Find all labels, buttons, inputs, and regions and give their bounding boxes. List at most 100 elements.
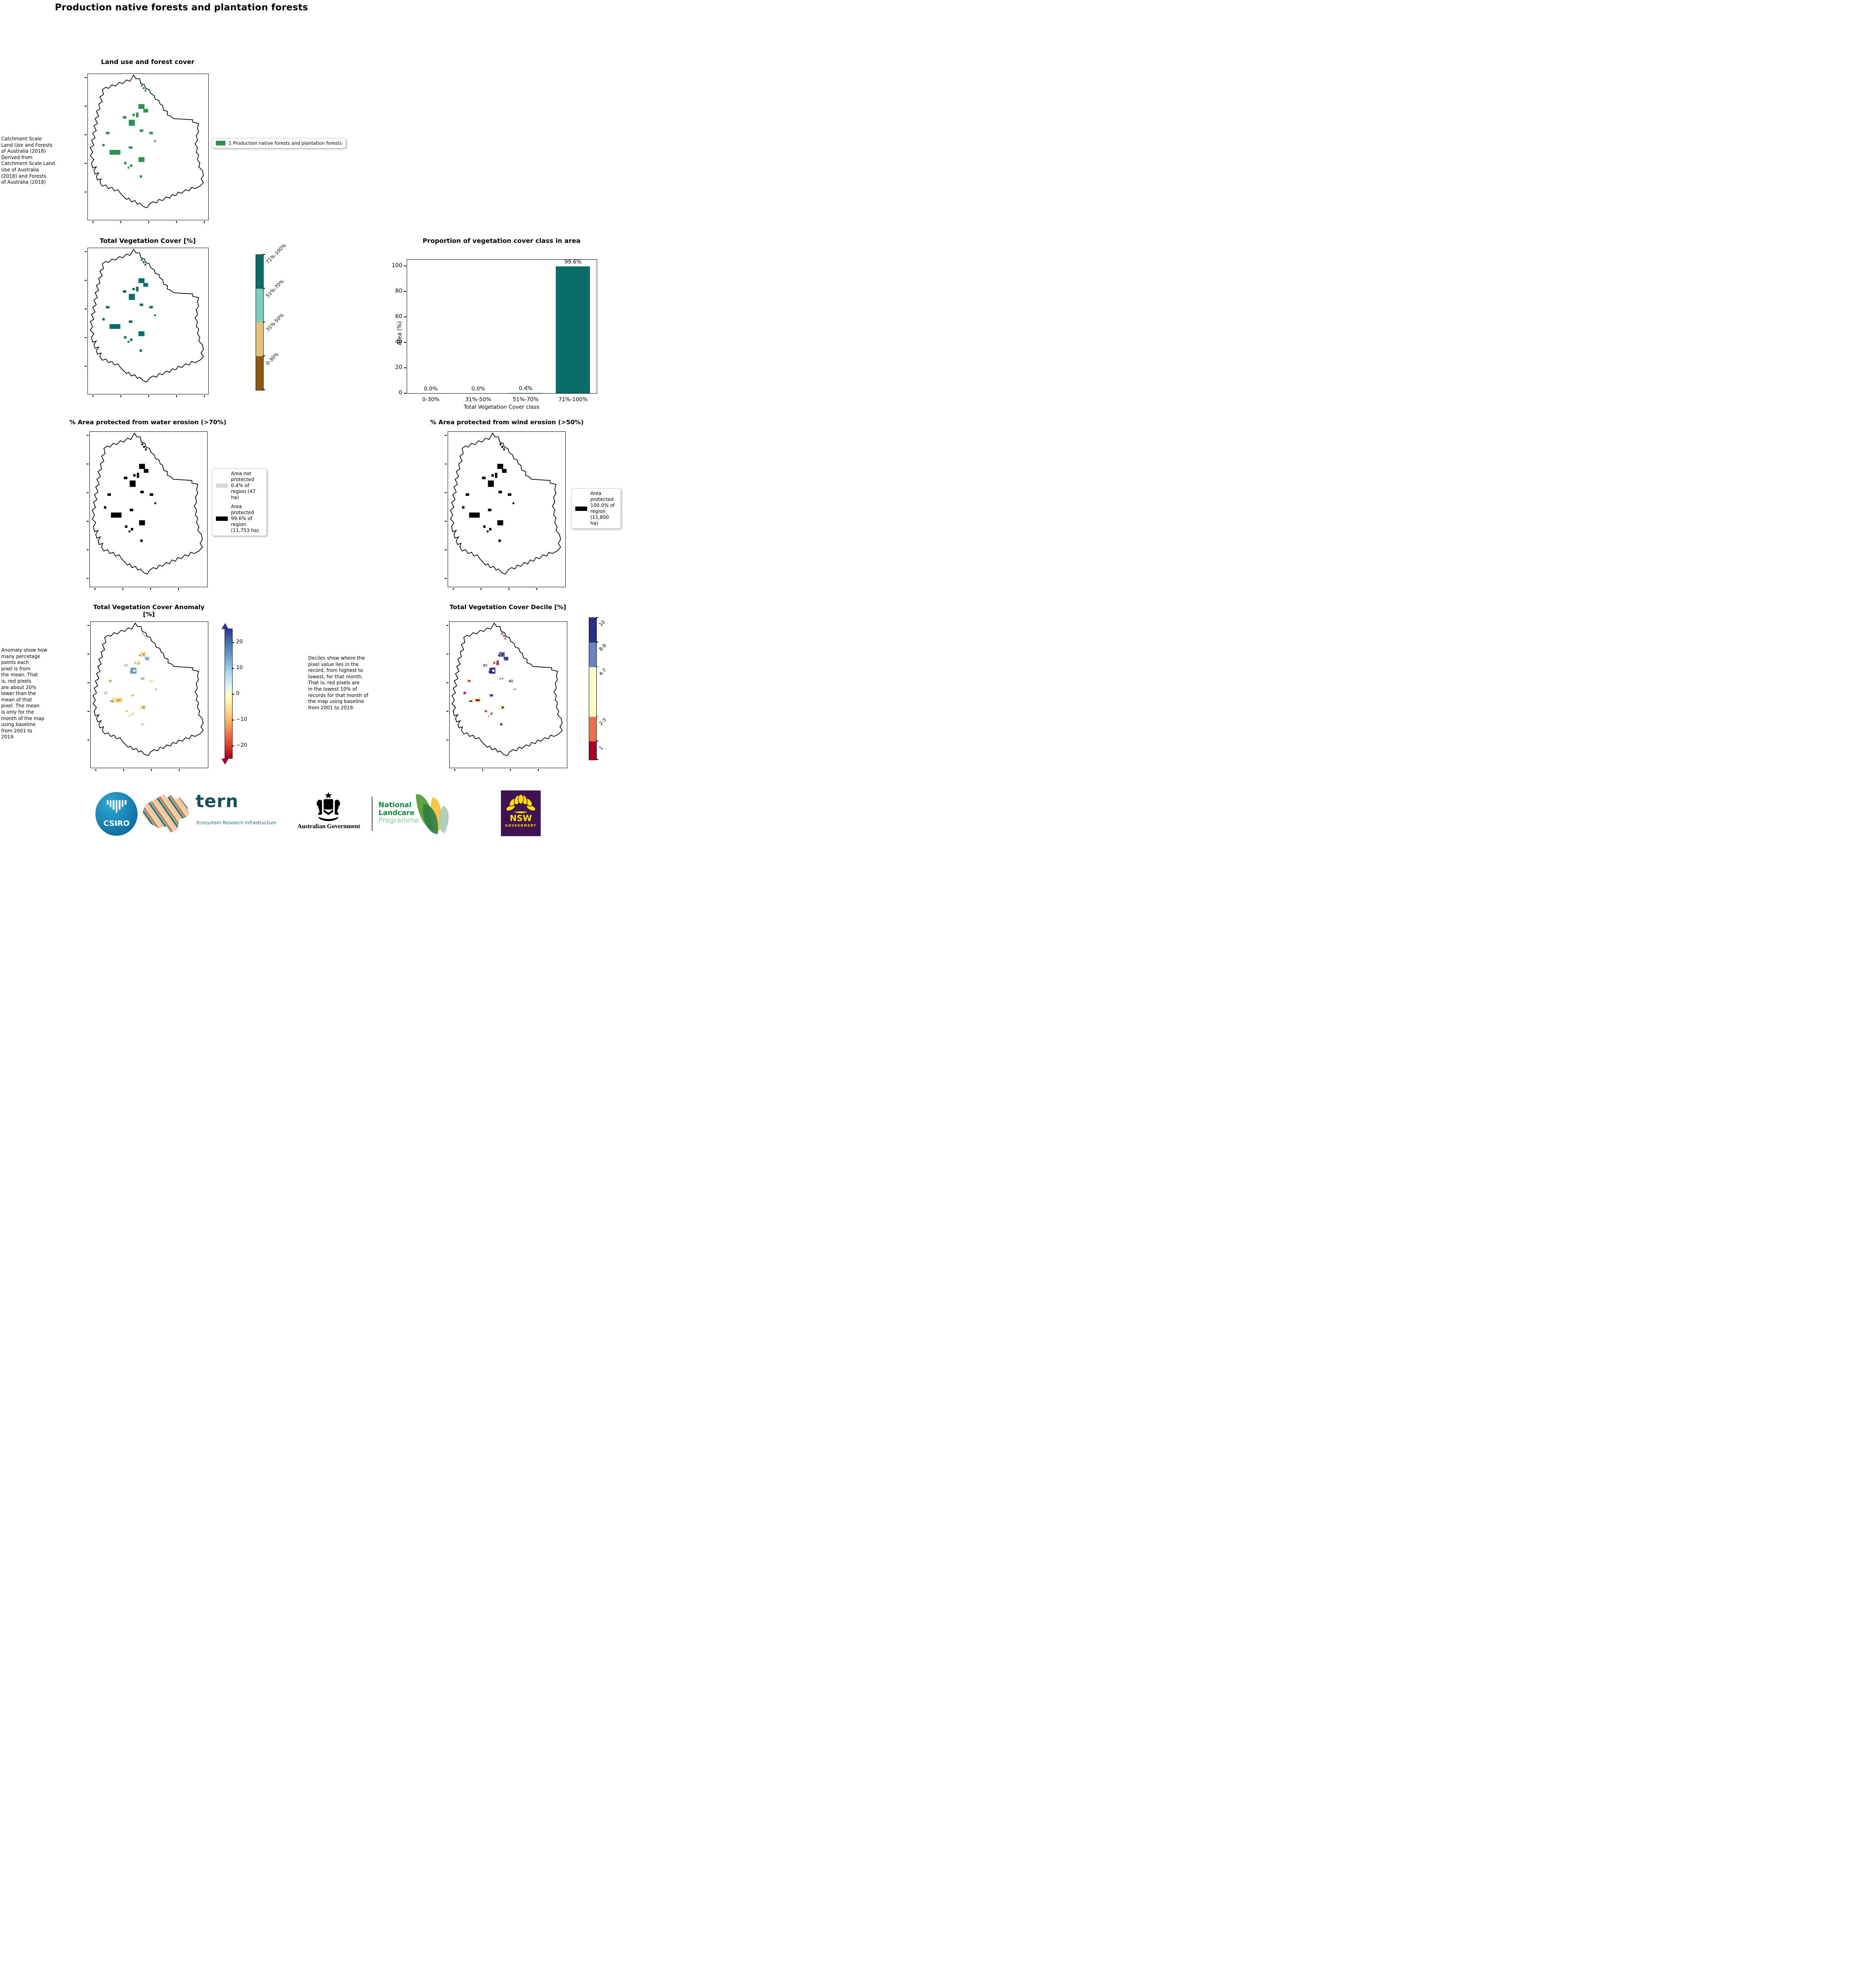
waratah-icon [506, 794, 535, 814]
veg-class-seg-0 [256, 255, 263, 289]
csiro-soundwave-icon [107, 800, 126, 825]
page-title: Production native forests and plantation… [55, 2, 308, 13]
decile-label-4: 1 [598, 745, 604, 751]
decile-label-2: 4-7 [598, 667, 607, 677]
decile-map [446, 621, 567, 771]
water-legend-item-not-protected: Area not protected 0.4% of region (47 ha… [216, 471, 263, 501]
decile-label-0: 10 [598, 619, 606, 627]
anomaly-colorbar-down-arrow [221, 759, 229, 765]
decile-colorbar [589, 617, 597, 760]
anomaly-title: Total Vegetation Cover Anomaly [%] [93, 604, 205, 618]
veg-class-label-3: 0-30% [265, 351, 280, 366]
proportion-chart-title: Proportion of vegetation cover class in … [422, 237, 581, 245]
proportion-chart: 0 20 40 60 80 100 0.0% 0-30% 0.0% 31%-50% 0.4% 51%-… [392, 259, 597, 403]
anomaly-tick-1: 10 [236, 665, 243, 671]
decile-seg-4 [589, 741, 596, 760]
proportion-chart-xlabel: Total Vegetation Cover class [464, 404, 539, 410]
landcare-line2: Landcare [378, 809, 415, 817]
wind-erosion-title: % Area protected from wind erosion (>50%… [430, 419, 584, 426]
chart-bar-71%-100% [556, 266, 590, 393]
water-not-protected-label: Area not protected 0.4% of region (47 ha… [231, 471, 256, 500]
chart-xtick-31%-50%: 31%-50% [465, 396, 491, 403]
water-protected-swatch [216, 516, 228, 521]
landcare-logo-text: National Landcare Programme [378, 801, 419, 825]
australian-government-label: Australian Government [297, 823, 360, 830]
land-use-map-canvas [88, 74, 208, 220]
csiro-label: CSIRO [103, 819, 130, 828]
anomaly-caption: Anomaly show how many percetage points e… [1, 647, 48, 740]
decile-seg-2 [589, 667, 596, 717]
water-not-protected-swatch [216, 483, 228, 488]
wind-protected-label: Area protected 100.0% of region (11,800 … [590, 491, 615, 526]
chart-ytick-80: 80 [395, 288, 402, 294]
wind-protected-swatch [575, 506, 587, 511]
veg-class-label-0: 71%-100% [265, 242, 287, 265]
wind-erosion-legend: Area protected 100.0% of region (11,800 … [571, 488, 621, 529]
anomaly-tick-2: 0 [236, 691, 240, 697]
landcare-leaves-icon [415, 793, 455, 835]
water-legend-item-protected: Area protected 99.6% of region (11,753 h… [216, 504, 263, 534]
landcare-line1: National [378, 801, 412, 809]
tern-logo-text: tern [196, 791, 239, 812]
tern-subtitle: Ecosystem Research Infrastructure [196, 820, 276, 825]
veg-class-seg-2 [256, 322, 263, 356]
anomaly-colorbar-up-arrow [221, 623, 229, 629]
anomaly-colorbar [225, 629, 233, 759]
anomaly-tick-4: −20 [236, 742, 247, 749]
wind-erosion-map-canvas [448, 432, 565, 587]
chart-value-31%-50%: 0.0% [471, 386, 485, 392]
chart-ytick-100: 100 [392, 262, 402, 269]
anomaly-map-canvas [91, 622, 208, 768]
chart-ytick-40: 40 [395, 339, 402, 345]
chart-ytick-20: 20 [395, 364, 402, 371]
water-erosion-map [87, 431, 208, 590]
chart-value-0-30%: 0.0% [424, 386, 438, 392]
veg-cover-map-canvas [88, 248, 208, 394]
csiro-logo: CSIRO [95, 792, 138, 836]
veg-cover-title: Total Vegetation Cover [%] [99, 237, 196, 245]
australian-coat-of-arms-icon [316, 792, 340, 821]
water-protected-label: Area protected 99.6% of region (11,753 h… [231, 504, 259, 533]
water-erosion-legend: Area not protected 0.4% of region (47 ha… [212, 468, 267, 536]
chart-xtick-71%-100%: 71%-100% [558, 396, 588, 403]
chart-ytick-0: 0 [399, 390, 402, 396]
chart-xtick-0-30%: 0-30% [422, 396, 440, 403]
water-erosion-map-canvas [90, 432, 207, 587]
decile-label-3: 2-3 [598, 716, 607, 726]
chart-value-71%-100%: 99.6% [564, 259, 582, 266]
tern-australia-icon [142, 794, 189, 833]
land-use-map [85, 74, 209, 223]
veg-class-label-1: 51%-70% [265, 278, 285, 299]
landcare-line3: Programme [378, 817, 419, 825]
decile-map-canvas [450, 622, 567, 768]
land-use-legend: 1 Production native forests and plantati… [212, 138, 346, 148]
decile-caption: Deciles show where the pixel value lies … [308, 655, 369, 711]
nsw-government-logo: NSW GOVERNMENT [501, 790, 541, 836]
veg-class-label-2: 31%-50% [265, 312, 285, 332]
land-use-title: Land use and forest cover [101, 58, 195, 66]
veg-cover-colorbar [256, 254, 264, 390]
wind-legend-item-protected: Area protected 100.0% of region (11,800 … [575, 491, 617, 526]
decile-seg-1 [589, 643, 596, 668]
nsw-sub-label: GOVERNMENT [505, 824, 537, 827]
wind-erosion-map [445, 431, 566, 590]
forest-legend-label: 1 Production native forests and plantati… [229, 140, 342, 146]
anomaly-map [87, 621, 208, 771]
chart-value-51%-70%: 0.4% [518, 385, 533, 392]
nsw-label: NSW [510, 813, 532, 823]
anomaly-tick-0: 20 [236, 639, 243, 645]
decile-seg-3 [589, 716, 596, 742]
anomaly-tick-3: −10 [236, 716, 247, 723]
decile-title: Total Vegetation Cover Decile [%] [449, 604, 567, 611]
water-erosion-title: % Area protected from water erosion (>70… [69, 419, 227, 426]
decile-seg-0 [589, 618, 596, 643]
decile-label-1: 8-9 [598, 643, 607, 652]
chart-ytick-60: 60 [395, 313, 402, 320]
footer-divider [372, 797, 373, 831]
land-use-caption: Catchment Scale Land Use and Forests of … [1, 136, 55, 185]
veg-cover-map [85, 248, 209, 397]
forest-legend-swatch [216, 141, 225, 146]
veg-class-seg-3 [256, 356, 263, 390]
chart-xtick-51%-70%: 51%-70% [512, 396, 539, 403]
veg-class-seg-1 [256, 289, 263, 322]
